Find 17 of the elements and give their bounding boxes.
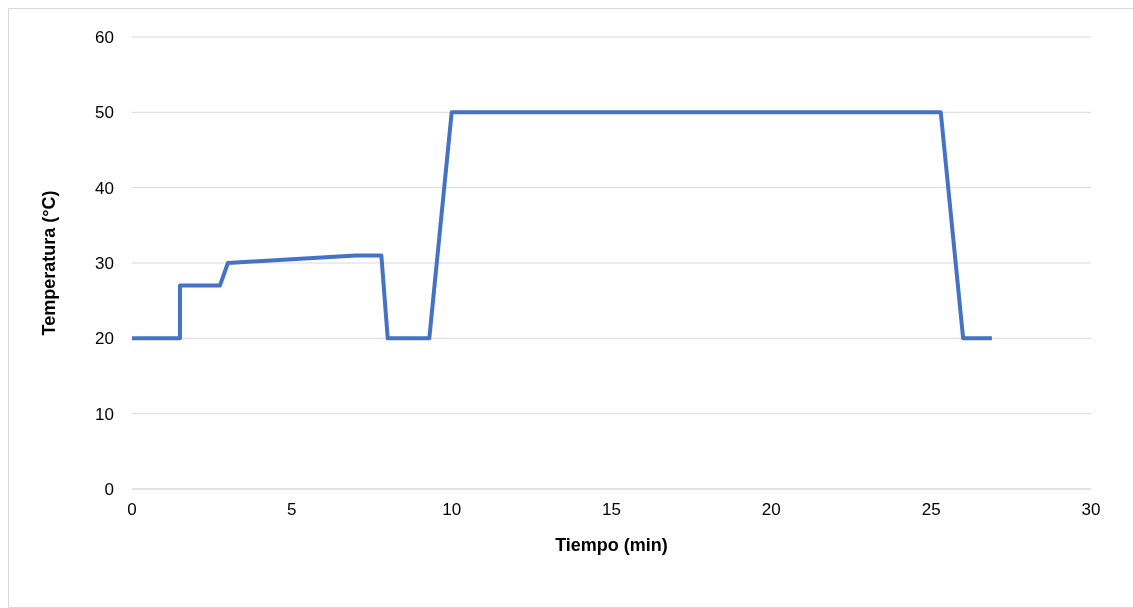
x-axis-title: Tiempo (min) [555, 535, 668, 555]
x-tick-label: 25 [921, 500, 941, 520]
x-tick-label: 20 [761, 500, 781, 520]
y-axis-title: Temperatura (°C) [39, 190, 60, 336]
y-tick-label: 10 [95, 404, 114, 424]
y-tick-label: 60 [95, 28, 114, 48]
x-tick-label: 30 [1081, 500, 1101, 520]
line-series [132, 110, 994, 341]
y-tick-label: 0 [104, 480, 114, 500]
y-tick-label: 30 [95, 254, 114, 274]
x-tick-label: 10 [442, 500, 462, 520]
y-tick-label: 20 [95, 329, 114, 349]
x-tick-label: 15 [602, 500, 621, 520]
y-tick-label: 50 [95, 103, 114, 123]
x-tick-label: 5 [287, 500, 297, 520]
y-tick-label: 40 [95, 178, 114, 198]
x-tick-label: 0 [127, 500, 137, 520]
